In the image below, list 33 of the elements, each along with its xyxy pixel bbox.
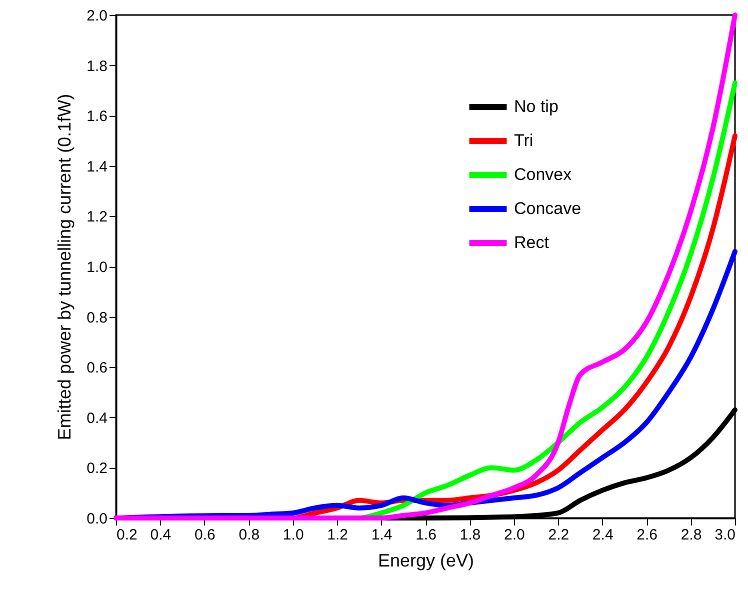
x-tick-label: 2.2 [548, 526, 570, 544]
x-tick-label: 0.8 [238, 526, 260, 544]
x-tick-label: 1.2 [327, 526, 348, 544]
x-tick-label: 0.6 [194, 526, 216, 544]
x-tick-label: 1.6 [416, 526, 436, 544]
legend-label: No tip [514, 97, 558, 116]
y-tick-label: 1.4 [86, 158, 108, 176]
x-tick-label: 1.0 [282, 526, 304, 544]
legend-label: Rect [514, 233, 550, 252]
x-tick-label: 1.4 [371, 526, 392, 544]
y-tick-label: 2.0 [86, 8, 108, 24]
y-tick-label: 0.0 [86, 510, 108, 528]
x-tick-label: 2.6 [636, 526, 658, 544]
y-tick-label: 1.8 [86, 58, 108, 75]
x-tick-label: 2.4 [592, 526, 614, 544]
legend-label: Tri [514, 131, 534, 150]
y-tick-label: 0.8 [86, 309, 108, 326]
x-tick-label: 2.0 [504, 526, 525, 544]
legend-label: Concave [514, 199, 582, 218]
x-tick-label: 0.4 [150, 526, 172, 544]
x-tick-label: 3.0 [714, 526, 736, 544]
legend-label: Convex [514, 165, 572, 184]
y-tick-label: 0.4 [86, 410, 108, 427]
y-tick-label: 0.2 [86, 460, 108, 478]
x-axis-title: Energy (eV) [378, 550, 474, 570]
y-tick-label: 0.6 [86, 360, 108, 377]
x-tick-label: 0.2 [116, 526, 138, 544]
y-tick-label: 1.6 [86, 108, 108, 126]
y-tick-label: 1.0 [86, 259, 108, 276]
x-tick-label: 1.8 [460, 526, 481, 544]
x-tick-label: 2.8 [680, 526, 702, 544]
y-axis-title: Emitted power by tunnelling current (0.1fW) [54, 94, 75, 440]
y-tick-label: 1.2 [86, 208, 108, 226]
